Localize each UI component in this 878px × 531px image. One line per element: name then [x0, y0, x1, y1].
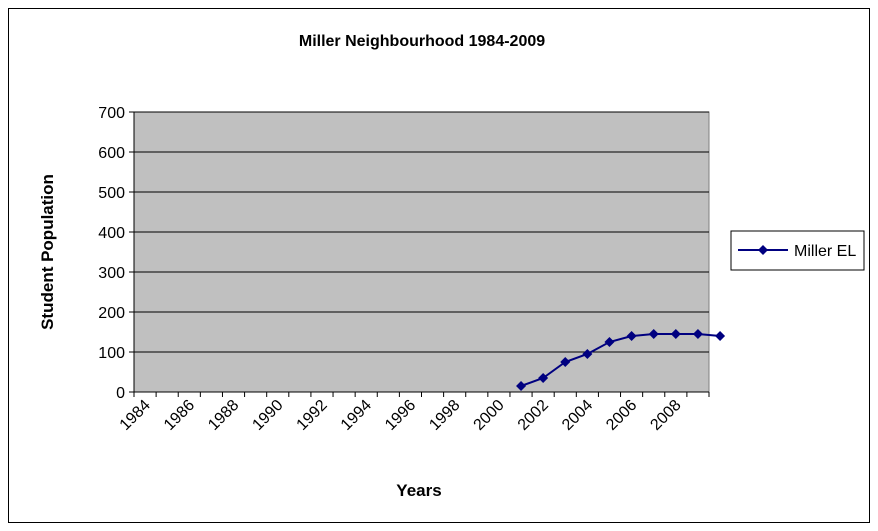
- plot-area: [133, 111, 710, 393]
- x-tick-label: 2008: [647, 397, 684, 434]
- y-tick-label: 700: [98, 105, 125, 122]
- x-axis-title: Years: [396, 481, 441, 500]
- y-tick-label: 100: [98, 345, 125, 362]
- data-point: [604, 337, 615, 347]
- gridlines: [134, 111, 709, 353]
- data-point: [560, 357, 571, 367]
- x-tick-label: 2006: [603, 397, 640, 434]
- series-layer: [516, 329, 726, 391]
- data-point: [670, 329, 681, 339]
- y-tick-label: 500: [98, 185, 125, 202]
- x-tick-label: 2000: [471, 397, 508, 434]
- x-tick-label: 1988: [205, 397, 242, 434]
- data-point: [538, 373, 549, 383]
- data-point: [582, 349, 593, 359]
- x-tick-label: 1994: [338, 397, 375, 434]
- x-tick-label: 1984: [117, 397, 154, 434]
- x-tick-label: 1996: [382, 397, 419, 434]
- y-tick-label: 300: [98, 265, 125, 282]
- x-tick-label: 1998: [426, 397, 463, 434]
- line-chart: Miller Neighbourhood 1984-2009 0 100 200 30…: [38, 33, 865, 500]
- y-axis-ticks: 0 100 200 300 400 500 600 700: [98, 105, 134, 402]
- x-tick-label: 2004: [559, 397, 596, 434]
- x-tick-label: 1992: [294, 397, 331, 434]
- data-point: [692, 329, 703, 339]
- chart-frame: Miller Neighbourhood 1984-2009 0 100 200 30…: [8, 8, 870, 523]
- legend-marker: [758, 245, 768, 255]
- y-tick-label: 0: [116, 385, 125, 402]
- data-point: [516, 381, 527, 391]
- x-tick-label: 1990: [249, 397, 286, 434]
- x-tick-label: 2002: [515, 397, 552, 434]
- y-tick-label: 600: [98, 145, 125, 162]
- y-axis-title: Student Population: [38, 174, 57, 330]
- series-line: [520, 333, 721, 387]
- legend-label: Miller EL: [794, 243, 856, 260]
- chart-title: Miller Neighbourhood 1984-2009: [299, 33, 545, 50]
- data-point: [715, 331, 726, 341]
- legend: Miller EL: [730, 230, 865, 271]
- x-tick-label: 1986: [161, 397, 198, 434]
- legend-box: [730, 230, 865, 271]
- data-point: [626, 331, 637, 341]
- y-tick-label: 200: [98, 305, 125, 322]
- data-point: [648, 329, 659, 339]
- y-tick-label: 400: [98, 225, 125, 242]
- x-axis-ticks: 1984 1986 1988 1990 1992 1994 1996 1998 2000 2002…: [117, 392, 710, 434]
